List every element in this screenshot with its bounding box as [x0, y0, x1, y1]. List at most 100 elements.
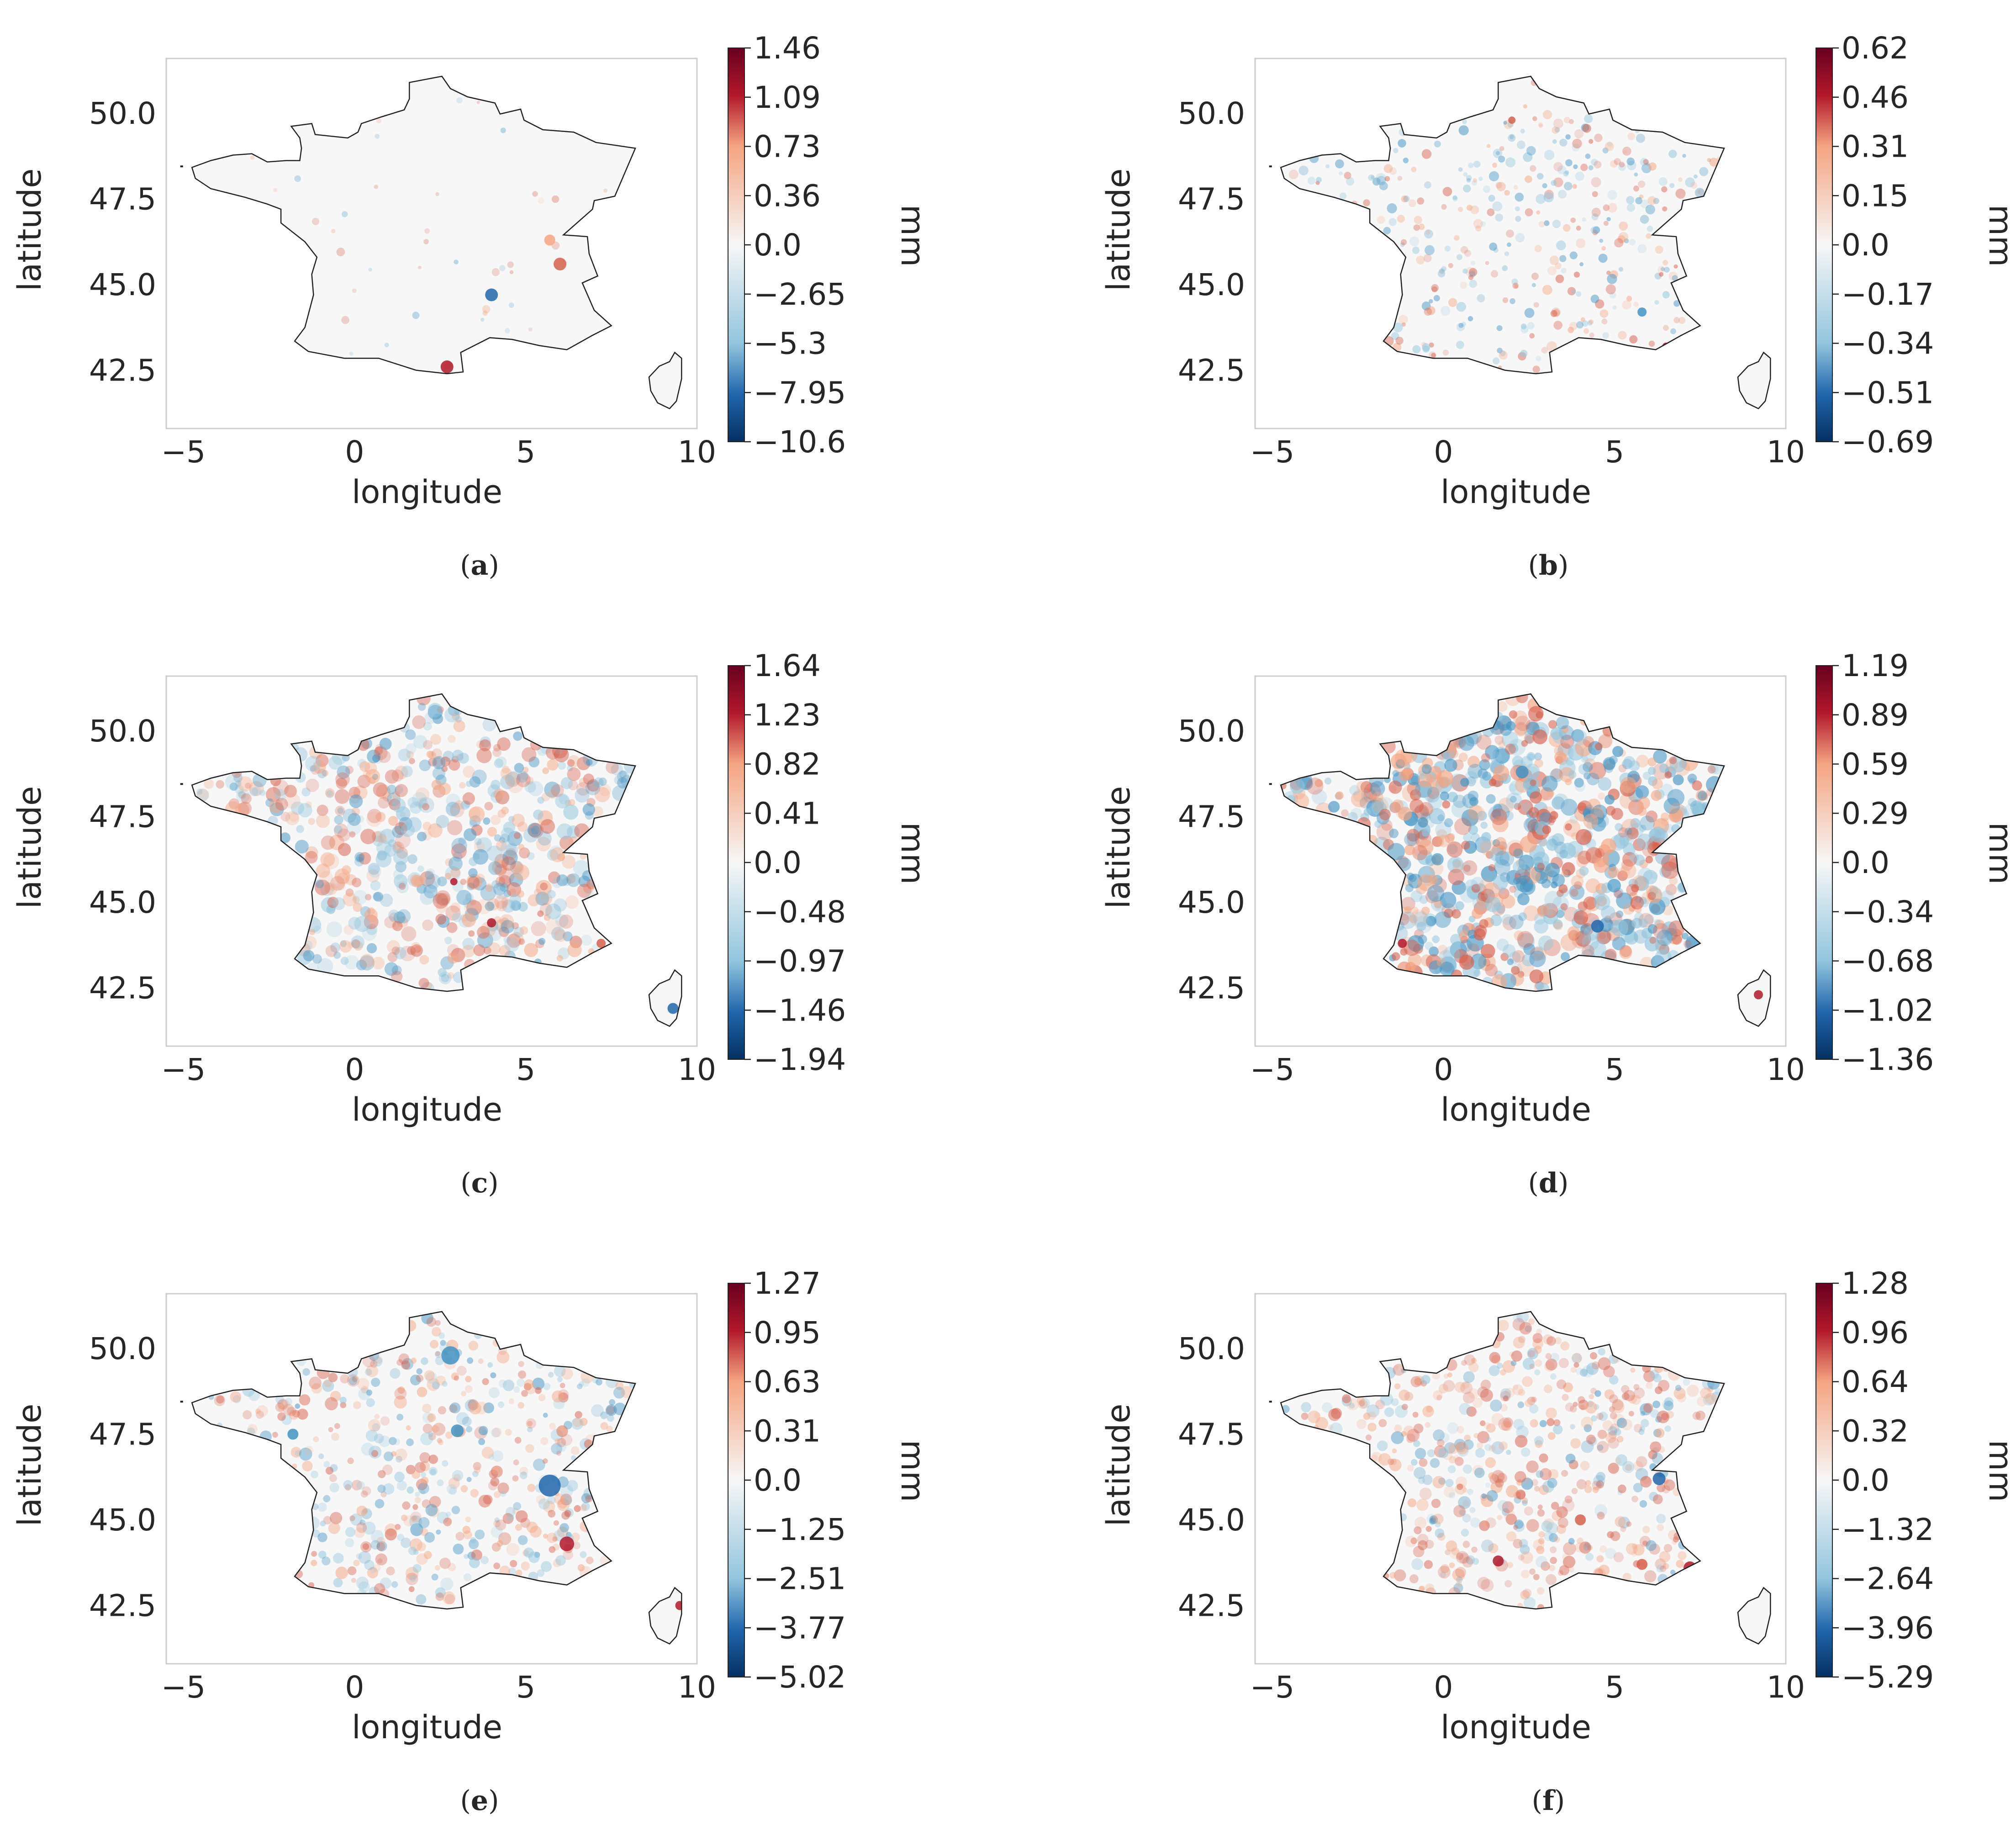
ouessant-island [180, 1401, 183, 1403]
y-axis-label: latitude [11, 786, 48, 909]
colorbar-unit-label: mm [1982, 1440, 2016, 1502]
y-tick-label: 47.5 [1178, 799, 1245, 835]
colorbar-tick-label: 0.31 [754, 1413, 821, 1449]
colorbar-tick-label: −5.29 [1842, 1660, 1934, 1695]
y-tick-label: 45.0 [1178, 885, 1245, 920]
colorbar-tick-label: −2.64 [1842, 1561, 1934, 1597]
hotspot [559, 1536, 575, 1551]
colorbar-tick-label: −0.34 [1842, 326, 1934, 361]
ouessant-island [180, 165, 183, 168]
y-tick-label: 42.5 [1178, 971, 1245, 1006]
y-tick-label: 50.0 [1178, 714, 1245, 749]
hotspot [287, 1428, 299, 1440]
colorbar-tick-label: −1.46 [754, 993, 846, 1028]
colorbar-tick-label: 0.46 [1842, 80, 1909, 115]
france-outline [1280, 75, 1725, 375]
colorbar-tick-label: −1.25 [754, 1512, 846, 1547]
x-axis-label: longitude [1441, 1091, 1591, 1128]
y-axis-label: latitude [1100, 1404, 1137, 1527]
colorbar-tick-label: 0.0 [1842, 845, 1889, 880]
colorbar-tick-label: −1.36 [1842, 1042, 1934, 1077]
x-tick-label: 10 [678, 1052, 716, 1087]
colorbar-unit-label: mm [1982, 822, 2016, 884]
x-tick-label: 10 [1767, 1670, 1805, 1705]
x-tick-label: −5 [161, 1670, 206, 1705]
corsica-outline [648, 969, 682, 1027]
colorbar-tick-label: −1.94 [754, 1042, 846, 1077]
panel-caption: (d) [1528, 1167, 1569, 1199]
ouessant-island [180, 783, 183, 785]
y-tick-label: 47.5 [89, 799, 156, 835]
hotspot [675, 1601, 682, 1610]
panel-caption: (e) [460, 1785, 499, 1817]
y-axis-label: latitude [1100, 786, 1137, 909]
x-tick-label: 10 [1767, 1052, 1805, 1087]
x-tick-label: 0 [345, 1670, 364, 1705]
corsica-land [649, 1587, 682, 1644]
x-tick-label: 5 [516, 1052, 535, 1087]
difference-field [196, 694, 679, 1014]
colorbar [728, 1283, 745, 1677]
colorbar-tick-label: 0.0 [754, 845, 802, 880]
france-land [192, 694, 636, 991]
x-tick-label: −5 [1250, 434, 1294, 470]
hotspot [667, 1003, 679, 1014]
colorbar-tick-label: 0.36 [754, 178, 821, 213]
hotspot [1637, 307, 1647, 317]
colorbar-unit-label: mm [1982, 205, 2016, 267]
difference-field [250, 97, 608, 373]
difference-field [1281, 694, 1763, 1000]
colorbar-tick-label: 1.28 [1842, 1266, 1909, 1301]
colorbar-tick-label: 0.0 [754, 227, 802, 263]
y-tick-label: 47.5 [1178, 1417, 1245, 1452]
france-outline [191, 1311, 636, 1610]
colorbar-tick-label: 1.09 [754, 80, 821, 115]
colorbar-tick-label: −0.97 [754, 944, 846, 979]
france-outline [1280, 693, 1725, 992]
france-outline [1280, 1311, 1725, 1610]
map-panel-b: −5 0 5 10 50.0 47.5 45.0 42.5 longitude latitude 0… [1100, 31, 2016, 582]
x-tick-label: 0 [1434, 1052, 1453, 1087]
colorbar-tick-label: 0.29 [1842, 796, 1909, 831]
colorbar-tick-label: −5.3 [754, 326, 827, 361]
colorbar [1815, 48, 1833, 442]
y-tick-label: 50.0 [89, 1331, 156, 1366]
hotspot [1652, 1472, 1666, 1485]
difference-field [208, 1312, 682, 1610]
x-tick-label: 10 [1767, 434, 1805, 470]
y-tick-label: 47.5 [89, 1417, 156, 1452]
panel-caption: (a) [460, 550, 499, 582]
map-panel-d: −5 0 5 10 50.0 47.5 45.0 42.5 longitude latitude 1… [1100, 648, 2016, 1199]
panel-caption: (c) [460, 1167, 498, 1199]
colorbar-tick-label: −0.68 [1842, 944, 1934, 979]
x-axis-label: longitude [352, 1091, 502, 1128]
x-tick-label: 10 [678, 1670, 716, 1705]
x-tick-label: 5 [516, 1670, 535, 1705]
colorbar-tick-label: 1.19 [1842, 648, 1909, 683]
colorbar-tick-label: −3.77 [754, 1610, 846, 1645]
x-axis-label: longitude [352, 473, 502, 511]
colorbar-tick-label: 0.0 [1842, 227, 1889, 263]
y-tick-label: 50.0 [1178, 96, 1245, 131]
y-tick-label: 45.0 [1178, 267, 1245, 302]
hotspot [1515, 766, 1529, 778]
x-tick-label: 5 [1605, 1670, 1624, 1705]
map-panel-c: −5 0 5 10 50.0 47.5 45.0 42.5 longitude latitude 1… [11, 648, 931, 1199]
hotspot [1493, 1555, 1504, 1566]
colorbar-tick-label: 0.0 [1842, 1463, 1889, 1498]
x-tick-label: −5 [1250, 1670, 1294, 1705]
x-axis-label: longitude [1441, 473, 1591, 511]
ouessant-island [1269, 165, 1272, 168]
x-tick-label: 5 [1605, 434, 1624, 470]
france-land [1281, 76, 1725, 374]
colorbar-tick-label: 0.95 [754, 1315, 821, 1350]
hotspot [1575, 1514, 1586, 1525]
france-land [192, 76, 636, 374]
difference-field [1288, 79, 1721, 373]
colorbar-tick-label: −0.48 [754, 894, 846, 930]
hotspot [450, 878, 458, 885]
corsica-outline [648, 351, 682, 410]
colorbar-tick-label: 1.23 [754, 698, 821, 733]
hotspot [544, 234, 555, 246]
